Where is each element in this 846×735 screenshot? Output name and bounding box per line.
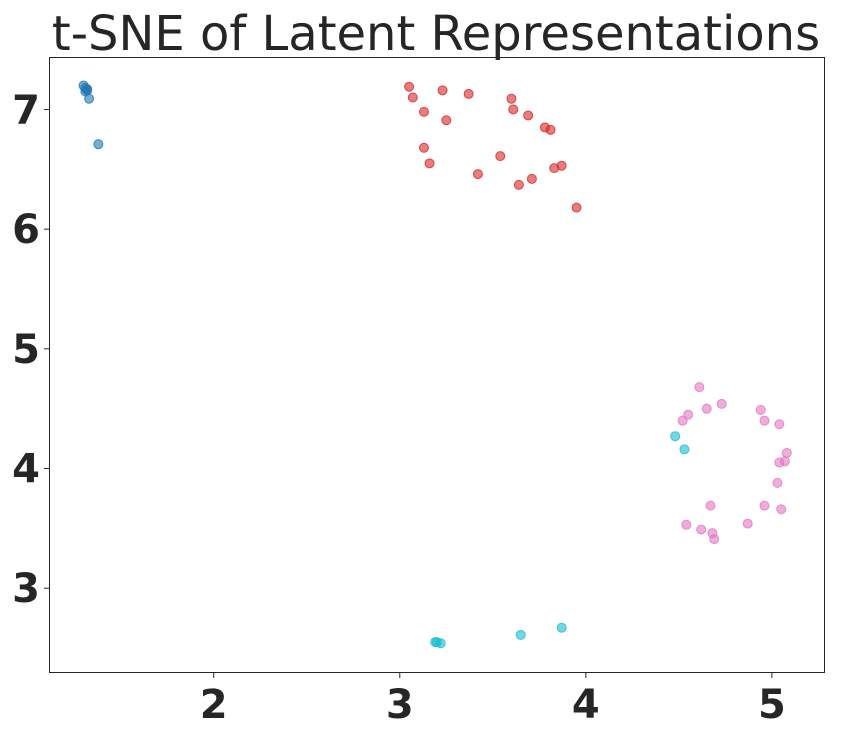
data-point-series-2 bbox=[545, 124, 556, 135]
data-point-series-3 bbox=[683, 409, 694, 420]
data-point-series-3 bbox=[755, 404, 766, 415]
data-point-series-1 bbox=[82, 84, 93, 95]
data-point-series-2 bbox=[506, 93, 517, 104]
x-tick-label: 4 bbox=[572, 682, 600, 728]
data-point-series-3 bbox=[701, 403, 712, 414]
data-point-series-2 bbox=[463, 88, 474, 99]
data-point-series-3 bbox=[705, 500, 716, 511]
data-point-series-3 bbox=[759, 415, 770, 426]
data-point-series-3 bbox=[774, 457, 785, 468]
data-point-series-4 bbox=[679, 444, 690, 455]
data-point-series-3 bbox=[694, 382, 705, 393]
data-point-series-3 bbox=[759, 500, 770, 511]
data-point-series-3 bbox=[776, 504, 787, 515]
data-point-series-3 bbox=[696, 524, 707, 535]
data-point-series-2 bbox=[472, 169, 483, 180]
x-tick-label: 3 bbox=[386, 682, 414, 728]
x-tick-label: 2 bbox=[200, 682, 228, 728]
data-point-series-3 bbox=[781, 447, 792, 458]
y-tick-label: 7 bbox=[12, 87, 40, 133]
data-point-series-3 bbox=[681, 519, 692, 530]
plot-frame bbox=[49, 57, 825, 673]
data-point-series-2 bbox=[495, 151, 506, 162]
x-tick-label: 5 bbox=[758, 682, 786, 728]
data-point-series-1 bbox=[93, 139, 104, 150]
data-point-series-4 bbox=[435, 638, 446, 649]
data-point-series-2 bbox=[526, 173, 537, 184]
y-tick-label: 4 bbox=[12, 447, 40, 493]
data-point-series-3 bbox=[709, 534, 720, 545]
y-tick-label: 5 bbox=[12, 327, 40, 373]
data-point-series-2 bbox=[508, 104, 519, 115]
data-point-series-2 bbox=[404, 81, 415, 92]
data-point-series-3 bbox=[774, 419, 785, 430]
data-point-series-2 bbox=[571, 202, 582, 213]
data-point-series-2 bbox=[513, 179, 524, 190]
x-axis: 2 3 4 5 bbox=[200, 672, 786, 728]
data-point-series-2 bbox=[549, 163, 560, 174]
plot-points bbox=[78, 80, 792, 649]
data-point-series-2 bbox=[407, 92, 418, 103]
y-axis: 3 4 5 6 7 bbox=[12, 87, 50, 612]
data-point-series-4 bbox=[670, 431, 681, 442]
data-point-series-3 bbox=[677, 415, 688, 426]
data-point-series-2 bbox=[424, 158, 435, 169]
data-point-series-3 bbox=[716, 398, 727, 409]
data-point-series-2 bbox=[418, 142, 429, 153]
data-point-series-1 bbox=[84, 93, 95, 104]
y-tick-label: 6 bbox=[12, 207, 40, 253]
data-point-series-4 bbox=[515, 629, 526, 640]
data-point-series-4 bbox=[556, 622, 567, 633]
data-point-series-3 bbox=[772, 477, 783, 488]
data-point-series-2 bbox=[418, 106, 429, 117]
y-tick-label: 3 bbox=[12, 566, 40, 612]
data-point-series-3 bbox=[742, 518, 753, 529]
data-point-series-2 bbox=[523, 110, 534, 121]
chart-title: t-SNE of Latent Representations bbox=[52, 6, 820, 62]
data-point-series-2 bbox=[441, 115, 452, 126]
data-point-series-2 bbox=[437, 85, 448, 96]
